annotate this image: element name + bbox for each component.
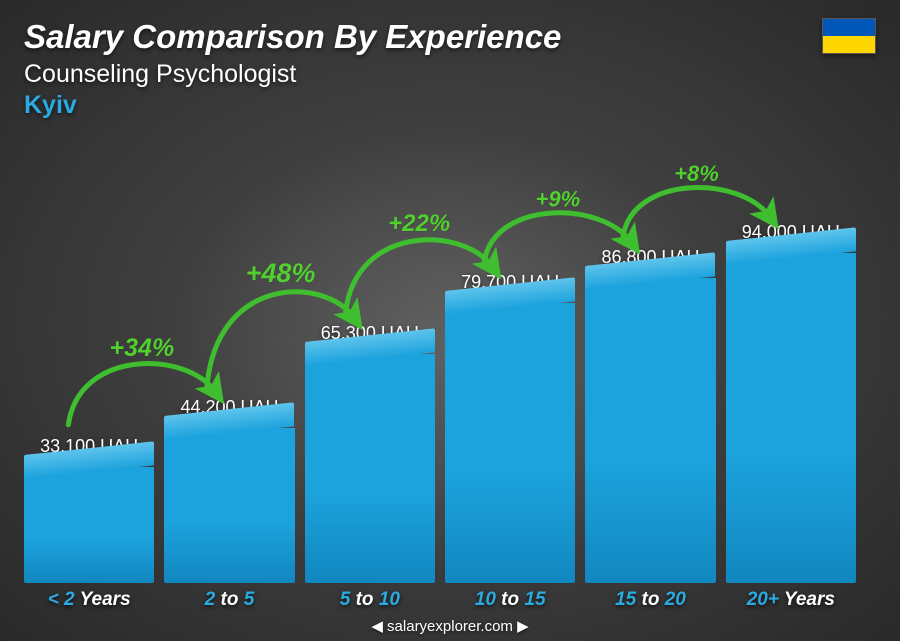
header: Salary Comparison By Experience Counseli… (24, 18, 876, 120)
footer-text: salaryexplorer.com (387, 618, 513, 635)
bar-slot: 86,800 UAH (585, 143, 715, 583)
bar (585, 278, 715, 583)
page-subtitle: Counseling Psychologist (24, 60, 876, 89)
x-axis-label: 2 to 5 (164, 589, 294, 611)
bar (305, 354, 435, 583)
x-axis-label: 10 to 15 (445, 589, 575, 611)
bar-slot: 94,000 UAH (726, 143, 856, 583)
bar-front-face (305, 354, 435, 583)
footer-attribution: ◀ salaryexplorer.com ▶ (0, 617, 900, 635)
ukraine-flag-icon (822, 18, 876, 54)
bar-slot: 44,200 UAH (164, 143, 294, 583)
footer-left-icon: ◀ (371, 618, 383, 635)
footer-right-icon: ▶ (517, 618, 529, 635)
salary-bar-chart: 33,100 UAH44,200 UAH65,300 UAH79,700 UAH… (24, 143, 856, 583)
flag-bottom-stripe (823, 36, 875, 53)
bar (164, 428, 294, 583)
x-axis-label: < 2 Years (24, 589, 154, 611)
bar-front-face (164, 428, 294, 583)
bar-front-face (24, 467, 154, 583)
x-axis: < 2 Years 2 to 5 5 to 10 10 to 15 15 to 20 20… (24, 589, 856, 611)
bar-front-face (726, 253, 856, 583)
x-axis-label: 20+ Years (726, 589, 856, 611)
bar (726, 253, 856, 583)
page-title: Salary Comparison By Experience (24, 18, 876, 56)
page-location: Kyiv (24, 91, 876, 120)
flag-top-stripe (823, 19, 875, 36)
bar (445, 303, 575, 583)
bar-front-face (445, 303, 575, 583)
bar-slot: 33,100 UAH (24, 143, 154, 583)
bar-slot: 65,300 UAH (305, 143, 435, 583)
x-axis-label: 15 to 20 (585, 589, 715, 611)
bar (24, 467, 154, 583)
bar-front-face (585, 278, 715, 583)
bar-slot: 79,700 UAH (445, 143, 575, 583)
x-axis-label: 5 to 10 (305, 589, 435, 611)
